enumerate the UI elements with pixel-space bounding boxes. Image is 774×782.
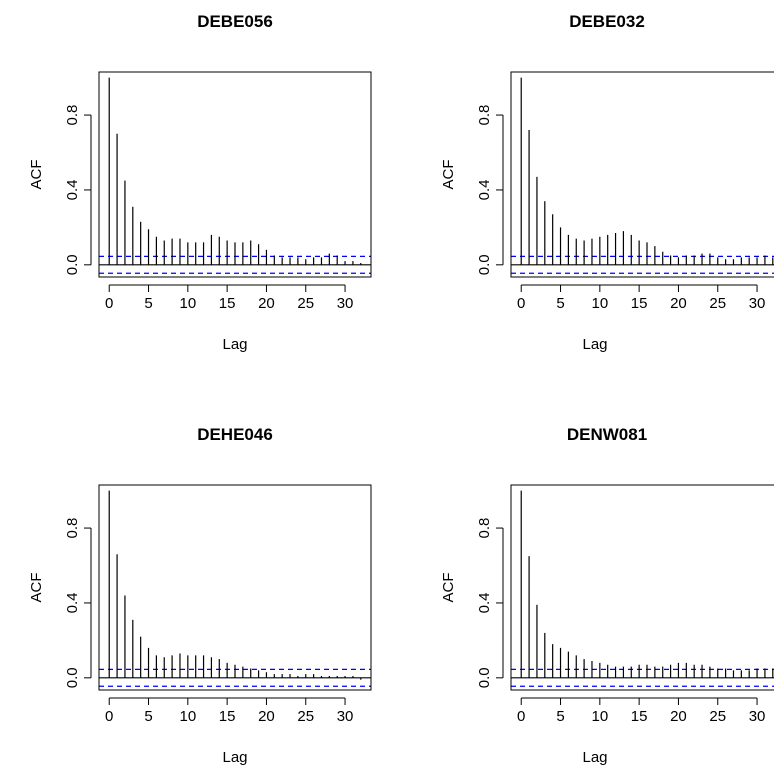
y-tick-label: 0.8 [64, 518, 81, 539]
y-axis-label: ACF [28, 573, 45, 603]
x-tick-label: 10 [591, 295, 608, 312]
y-tick-label: 0.0 [64, 254, 81, 275]
x-tick-label: 5 [144, 708, 152, 725]
x-axis-label: Lag [582, 749, 607, 766]
x-axis-label: Lag [222, 336, 247, 353]
plot-frame [510, 71, 774, 278]
x-tick-label: 0 [517, 295, 525, 312]
x-tick-label: 0 [105, 295, 113, 312]
x-tick-label: 5 [556, 295, 564, 312]
x-tick-label: 5 [144, 295, 152, 312]
x-tick-label: 0 [517, 708, 525, 725]
x-tick-label: 15 [219, 295, 236, 312]
plot-area [99, 490, 371, 687]
y-tick-label: 0.0 [64, 667, 81, 688]
x-tick-label: 30 [749, 708, 766, 725]
chart-title: DEBE032 [569, 12, 645, 31]
x-tick-label: 10 [179, 708, 196, 725]
x-axis-label: Lag [222, 749, 247, 766]
y-tick-label: 0.4 [476, 593, 493, 614]
y-tick-label: 0.8 [476, 105, 493, 126]
y-tick-label: 0.8 [64, 105, 81, 126]
acf-panel-denw081: 0 5 10 15 20 25 30 0.0 0.4 0.8 DENW081 Lag ACF [440, 425, 774, 766]
x-tick-label: 25 [709, 708, 726, 725]
plot-area [511, 77, 774, 274]
chart-title: DEHE046 [197, 425, 273, 444]
x-tick-label: 10 [179, 295, 196, 312]
x-tick-label: 15 [219, 708, 236, 725]
x-tick-label: 20 [670, 295, 687, 312]
plot-frame [98, 71, 372, 278]
y-axis-label: ACF [28, 160, 45, 190]
acf-panel-dehe046: 0 5 10 15 20 25 30 0.0 0.4 0.8 DEHE046 Lag ACF [28, 425, 372, 766]
acf-panel-debe032: 0 5 10 15 20 25 30 0.0 0.4 0.8 DEBE032 Lag ACF [440, 12, 774, 353]
x-tick-label: 15 [631, 708, 648, 725]
x-tick-label: 0 [105, 708, 113, 725]
y-tick-label: 0.0 [476, 667, 493, 688]
y-tick-label: 0.4 [64, 593, 81, 614]
y-axis-label: ACF [440, 160, 457, 190]
plot-area [511, 490, 774, 687]
x-tick-label: 30 [749, 295, 766, 312]
y-tick-label: 0.8 [476, 518, 493, 539]
acf-panel-debe056: 0 5 10 15 20 25 30 0.0 0.4 0.8 DEBE056 Lag ACF [28, 12, 372, 353]
x-axis-label: Lag [582, 336, 607, 353]
chart-title: DEBE056 [197, 12, 273, 31]
x-tick-label: 5 [556, 708, 564, 725]
x-tick-label: 25 [297, 295, 314, 312]
plot-area [99, 77, 371, 274]
plot-frame [510, 484, 774, 691]
chart-title: DENW081 [567, 425, 647, 444]
y-axis-label: ACF [440, 573, 457, 603]
x-tick-label: 20 [258, 295, 275, 312]
x-tick-label: 20 [258, 708, 275, 725]
y-tick-label: 0.4 [476, 180, 493, 201]
plot-frame [98, 484, 372, 691]
y-tick-label: 0.0 [476, 254, 493, 275]
x-tick-label: 20 [670, 708, 687, 725]
y-tick-label: 0.4 [64, 180, 81, 201]
x-tick-label: 30 [337, 708, 354, 725]
x-tick-label: 25 [297, 708, 314, 725]
x-tick-label: 15 [631, 295, 648, 312]
x-tick-label: 25 [709, 295, 726, 312]
x-tick-label: 30 [337, 295, 354, 312]
x-tick-label: 10 [591, 708, 608, 725]
